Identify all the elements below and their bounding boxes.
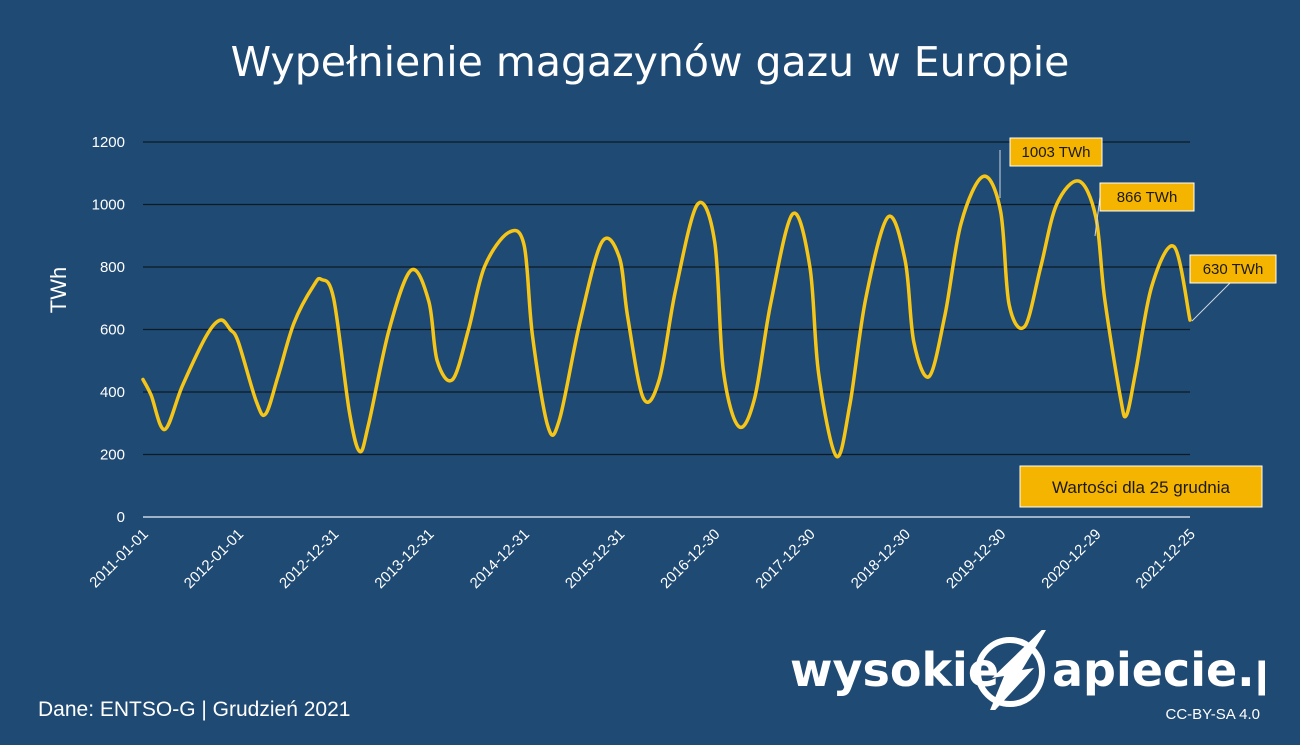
y-tick-label: 200 bbox=[100, 447, 125, 464]
x-tick-label: 2016-12-30 bbox=[657, 526, 723, 592]
y-tick-label: 400 bbox=[100, 384, 125, 401]
callout-leader bbox=[1191, 282, 1231, 322]
callout-1: 866 TWh bbox=[1094, 182, 1195, 237]
y-tick-label: 1000 bbox=[92, 197, 125, 214]
x-tick-label: 2021-12-25 bbox=[1133, 526, 1199, 592]
x-tick-label: 2015-12-31 bbox=[562, 526, 628, 592]
y-tick-label: 800 bbox=[100, 259, 125, 276]
y-axis-label: TWh bbox=[46, 267, 71, 313]
x-tick-label: 2020-12-29 bbox=[1038, 526, 1104, 592]
callout-label: 1003 TWh bbox=[1022, 144, 1091, 161]
y-tick-label: 0 bbox=[117, 509, 125, 526]
license-text: CC-BY-SA 4.0 bbox=[1165, 706, 1261, 723]
y-axis-ticks: 0 200 400 600 800 1000 1200 bbox=[92, 134, 125, 526]
logo-text-left: wysokie bbox=[790, 643, 999, 697]
note-box: Wartości dla 25 grudnia bbox=[1019, 465, 1263, 508]
y-tick-label: 600 bbox=[100, 322, 125, 339]
callout-leader bbox=[1094, 196, 1101, 237]
callout-box bbox=[1099, 182, 1195, 212]
gridlines bbox=[143, 141, 1190, 518]
annotations: 1003 TWh 866 TWh 630 TWh bbox=[999, 137, 1277, 322]
x-tick-label: 2011-01-01 bbox=[86, 526, 151, 591]
callout-box bbox=[1189, 254, 1277, 284]
x-tick-label: 2019-12-30 bbox=[943, 526, 1009, 592]
callout-box bbox=[1009, 137, 1103, 167]
callout-0: 1003 TWh bbox=[999, 137, 1103, 198]
x-axis-ticks: 2011-01-01 2012-01-01 2012-12-31 2013-12-31… bbox=[86, 526, 1198, 592]
lightning-n-icon bbox=[975, 630, 1046, 710]
x-tick-label: 2012-12-31 bbox=[276, 526, 342, 592]
callout-2: 630 TWh bbox=[1189, 254, 1277, 322]
x-tick-label: 2017-12-30 bbox=[752, 526, 818, 592]
logo-text-right: apiecie.pl bbox=[1052, 643, 1265, 697]
source-text: Dane: ENTSO-G | Grudzień 2021 bbox=[38, 698, 351, 721]
y-tick-label: 1200 bbox=[92, 134, 125, 151]
x-tick-label: 2012-01-01 bbox=[181, 526, 247, 592]
callout-label: 866 TWh bbox=[1117, 189, 1178, 206]
page-title: Wypełnienie magazynów gazu w Europie bbox=[230, 38, 1070, 86]
note-text: Wartości dla 25 grudnia bbox=[1052, 478, 1231, 497]
x-tick-label: 2018-12-30 bbox=[848, 526, 914, 592]
x-tick-label: 2014-12-31 bbox=[467, 526, 533, 592]
series-line-0 bbox=[141, 174, 1192, 459]
series-layer bbox=[141, 174, 1192, 459]
x-tick-label: 2013-12-31 bbox=[371, 526, 437, 592]
callout-label: 630 TWh bbox=[1203, 261, 1264, 278]
wysokienapiecie-logo: wysokie apiecie.pl bbox=[790, 630, 1265, 710]
